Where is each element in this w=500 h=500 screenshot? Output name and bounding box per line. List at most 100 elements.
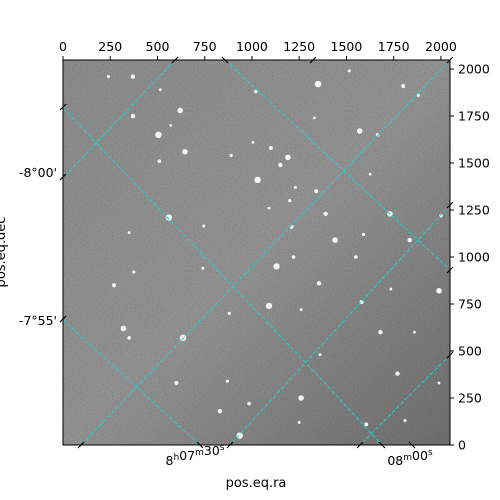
coordinate-grid [63,60,450,445]
star-point [291,255,296,259]
star-point [314,80,322,88]
y-pixel-ticks: 0 250 500 750 1000 1250 1500 1750 2000 [450,62,490,453]
star-point [285,154,291,161]
star-point [403,418,407,423]
star-point [288,199,292,203]
star-point [395,371,400,376]
world-tick [309,56,317,64]
star-point [278,162,283,168]
dec-grid-line [80,60,450,445]
ra-grid-line [63,319,201,445]
star-point [401,83,406,88]
star-point [227,311,231,316]
x-tick-label: 500 [146,39,170,54]
star-point [361,232,366,237]
world-tick [356,441,364,449]
world-tick [408,441,416,449]
star-point [130,74,136,79]
world-tick [59,315,67,323]
star-point [389,287,393,291]
star-point [158,88,162,92]
star-point [120,325,127,332]
star-point [202,224,206,228]
star-point [314,189,319,194]
star-point [268,145,273,150]
dec-grid-line [229,204,450,445]
world-tick [226,441,234,449]
world-tick [446,351,454,359]
x-tick-label: 750 [193,39,217,54]
y-tick-label: 1250 [458,203,490,218]
star-point [413,330,416,334]
star-point [407,237,412,243]
star-point [201,266,205,270]
star-point [436,288,442,294]
star-point [265,302,273,310]
star-point [298,395,304,401]
ra-tick-label: 8h07m30s [166,443,225,468]
world-tick [221,56,229,64]
star-point [169,124,173,127]
star-point [318,353,322,357]
star-point [106,74,110,79]
y-tick-label: 1750 [458,109,490,124]
star-point [225,379,229,383]
ra-grid-line [63,107,383,445]
y-tick-label: 750 [458,297,482,312]
star-points [106,69,443,439]
star-point [165,214,173,221]
star-point [293,185,297,189]
world-tick [59,173,67,181]
star-point [229,153,233,158]
dec-tick-label: -7°55' [19,313,57,328]
sky-image [63,60,450,445]
x-tick-label: 1500 [331,39,363,54]
y-tick-label: 500 [458,344,482,359]
star-point [323,211,328,216]
star-point [236,432,243,439]
star-point [155,131,162,139]
world-tick [59,103,67,111]
ra-tick-label: 08m00s [387,448,433,468]
x-tick-label: 0 [59,39,67,54]
star-point [312,116,316,120]
x-tick-label: 1750 [378,39,410,54]
ra-grid-line [224,60,450,271]
y-tick-label: 0 [458,438,466,453]
star-point [127,231,131,234]
star-point [132,270,136,274]
star-point [316,281,322,286]
star-point [253,89,258,94]
x-axis-label: pos.eq.ra [226,476,287,491]
star-point [356,128,363,134]
star-point [267,206,271,210]
star-point [332,237,338,243]
star-point [174,380,179,385]
star-point [130,113,136,119]
star-point [254,176,261,184]
star-point [273,263,280,270]
x-tick-label: 1250 [283,39,315,54]
star-point [157,159,162,163]
star-point [297,420,301,424]
star-point [251,140,255,144]
dec-grid-line [63,60,176,179]
star-point [437,381,441,385]
star-point [112,283,117,288]
star-point [368,172,372,176]
world-tick [446,56,454,64]
world-tick [196,441,204,449]
world-tick [171,56,179,64]
world-ticks [59,56,454,449]
star-point [127,336,131,340]
y-axis-label: pos.eq.dec [0,217,9,288]
plot-frame [62,59,451,446]
y-tick-label: 250 [458,391,482,406]
world-tick [77,441,85,449]
y-tick-label: 2000 [458,62,490,77]
star-point [416,93,420,97]
star-point [347,69,351,73]
dec-grid-line [359,354,450,445]
y-tick-label: 1000 [458,250,490,265]
